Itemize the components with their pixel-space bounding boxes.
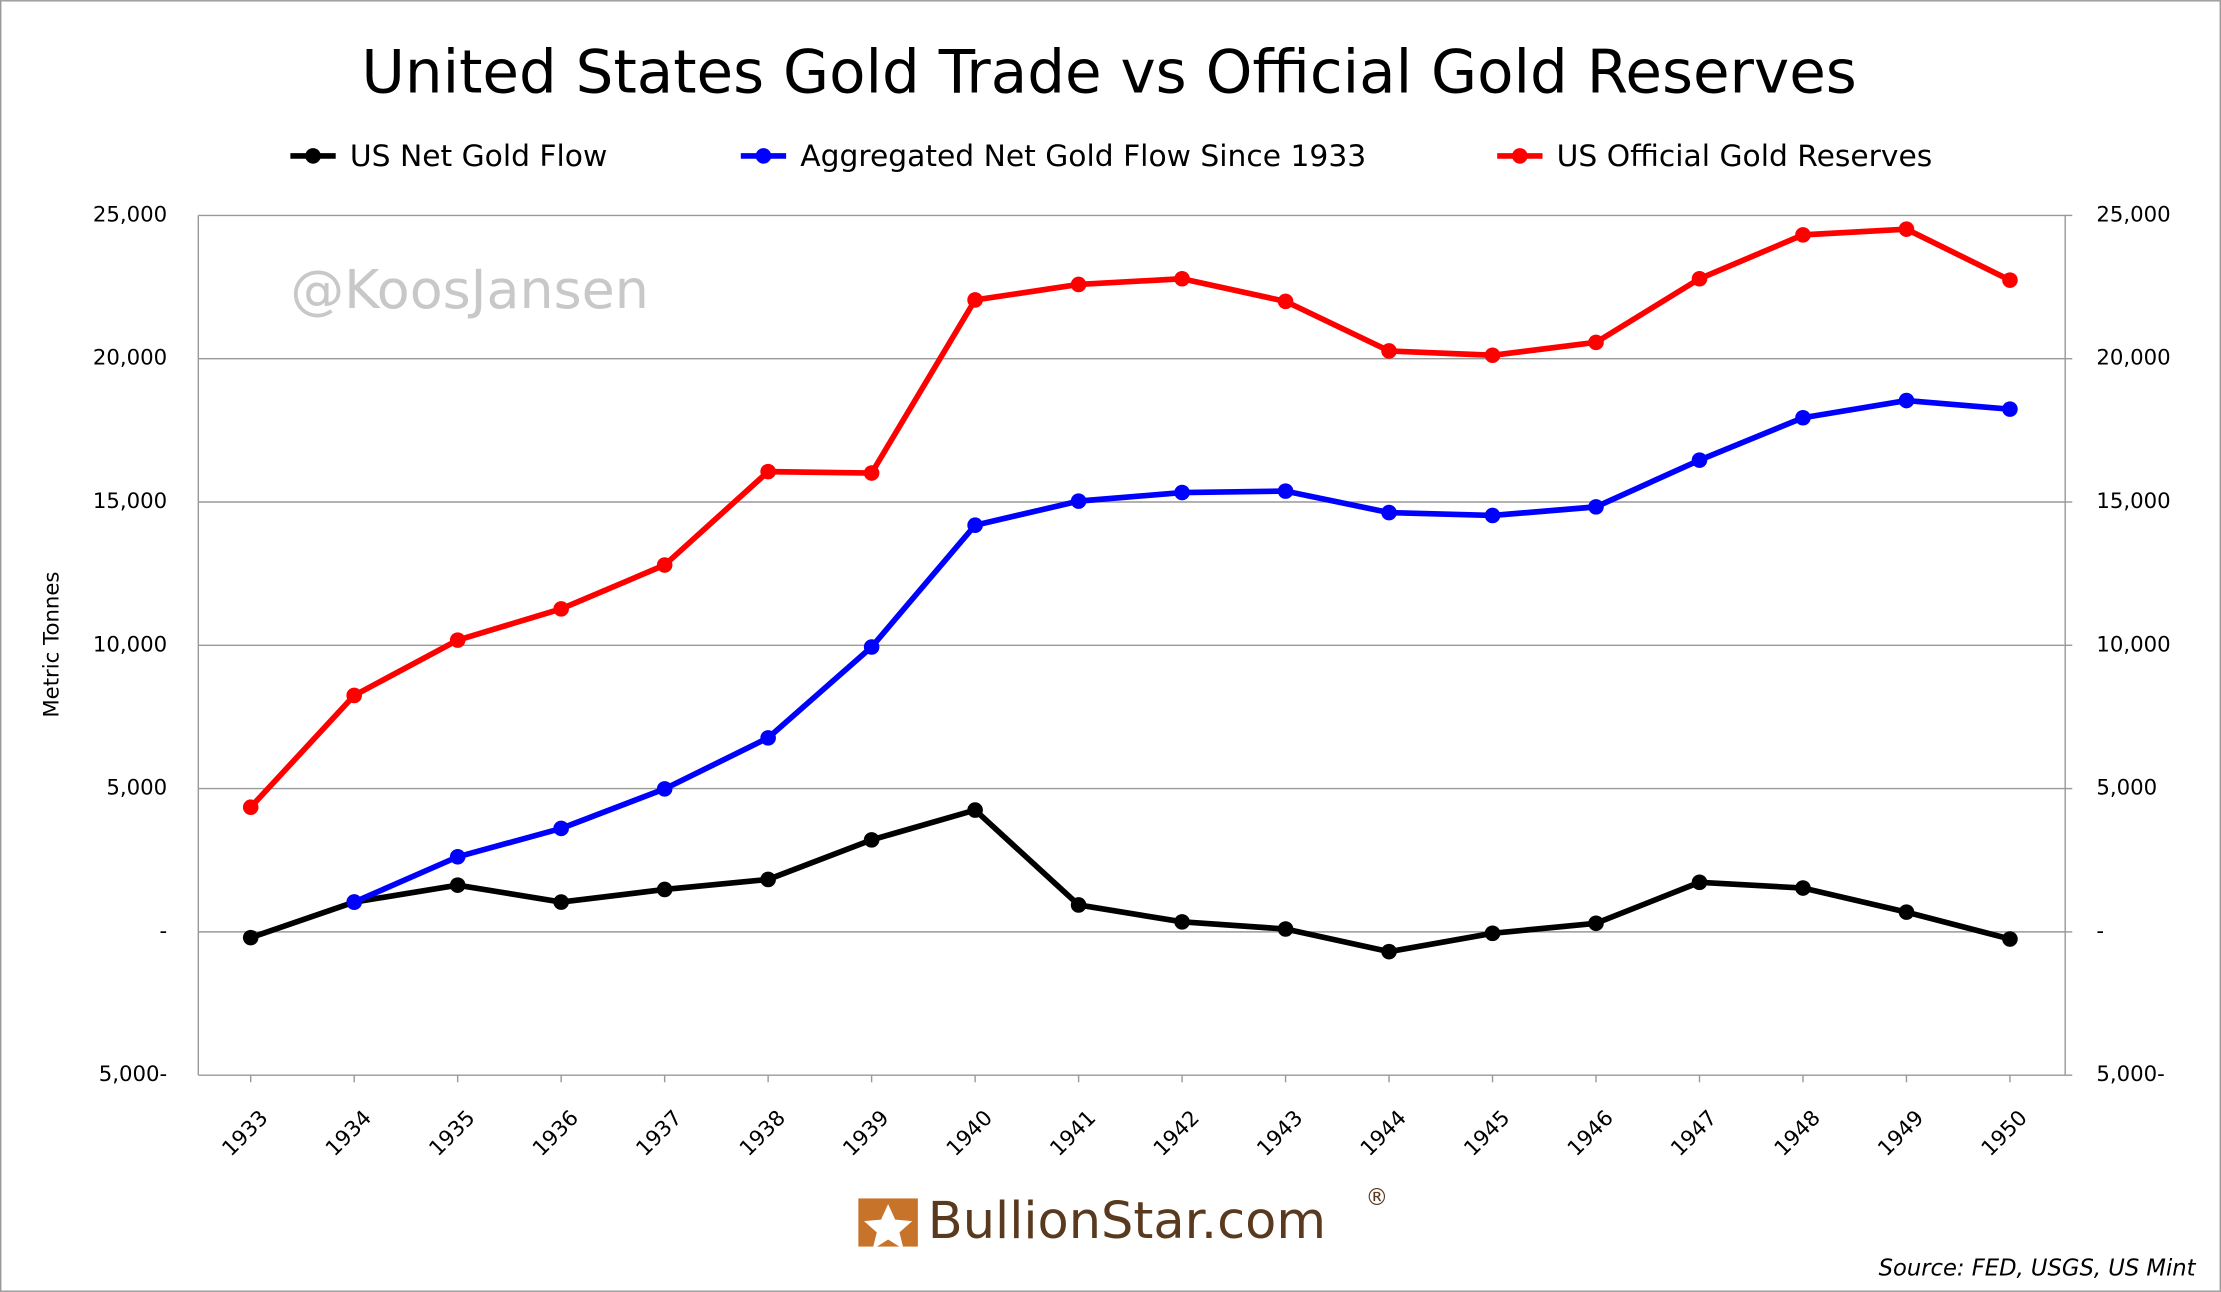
source: Source: FED, USGS, US Mint	[1879, 1256, 2197, 1282]
logo-star	[864, 1204, 913, 1250]
series-line	[248, 226, 2012, 810]
point	[1898, 221, 1915, 237]
y-tick-label: 15,000	[93, 489, 167, 514]
point	[1381, 943, 1397, 960]
point	[967, 802, 983, 818]
point	[1174, 270, 1190, 287]
y-axis-label: Metric Tonnes	[39, 571, 64, 717]
point	[242, 799, 259, 816]
legend-label: Aggregated Net Gold Flow Since 1933	[800, 139, 1366, 174]
point	[346, 687, 362, 704]
legend-label: US Net Gold Flow	[350, 139, 607, 174]
point	[1898, 392, 1915, 409]
y-tick-label: 5,000-	[99, 1062, 167, 1087]
point	[1174, 914, 1190, 930]
point	[1070, 276, 1087, 293]
y-tick-label: 10,000	[93, 632, 167, 657]
point	[2002, 931, 2018, 947]
point	[449, 849, 466, 865]
legend-marker	[755, 148, 772, 164]
y-tick-label: 20,000	[93, 346, 167, 371]
point	[1070, 897, 1087, 913]
point	[449, 877, 466, 893]
point	[1691, 452, 1708, 468]
y2-tick-label: 15,000	[2096, 489, 2170, 514]
point	[1277, 483, 1294, 499]
point	[1277, 293, 1294, 310]
logo-text: BullionStar.com	[928, 1192, 1326, 1251]
y-tick-label: -	[159, 919, 167, 944]
point	[1691, 874, 1708, 891]
point	[863, 465, 880, 481]
point	[967, 292, 983, 308]
series-line	[249, 807, 2011, 955]
y2-tick-label: -	[2096, 919, 2104, 944]
point	[2002, 272, 2018, 288]
y-tick-label: 5,000	[106, 776, 167, 801]
y2-tick-label: 5,000-	[2096, 1062, 2164, 1087]
point	[553, 820, 569, 837]
point	[967, 517, 983, 533]
y2-tick-label: 10,000	[2096, 632, 2170, 657]
legend-label: US Official Gold Reserves	[1557, 139, 1933, 174]
point	[760, 871, 776, 888]
point	[1381, 504, 1397, 521]
point	[1381, 343, 1397, 359]
point	[2002, 401, 2018, 417]
point	[242, 929, 259, 946]
point	[1484, 347, 1501, 364]
point	[449, 632, 466, 648]
y-tick-label: 25,000	[93, 202, 167, 227]
logo-registered: ®	[1365, 1185, 1388, 1211]
point	[863, 639, 880, 655]
point	[1588, 915, 1604, 932]
point	[656, 881, 673, 898]
point	[553, 894, 569, 910]
y2-tick-label: 20,000	[2096, 346, 2170, 371]
point	[1898, 904, 1915, 920]
point	[346, 894, 362, 910]
point	[1795, 409, 1811, 426]
point	[1795, 880, 1811, 896]
point	[1277, 921, 1294, 937]
point	[656, 557, 673, 573]
point	[1484, 507, 1501, 524]
point	[760, 730, 776, 746]
legend-marker	[1512, 148, 1528, 164]
chart-title: United States Gold Trade vs Official Gol…	[361, 39, 1856, 108]
point	[1174, 484, 1190, 501]
point	[1070, 493, 1087, 509]
y2-tick-label: 5,000	[2096, 776, 2157, 801]
watermark: @KoosJansen	[290, 258, 649, 321]
point	[656, 781, 673, 797]
y2-tick-label: 25,000	[2096, 202, 2170, 227]
point	[863, 832, 880, 848]
point	[553, 601, 569, 617]
point	[760, 463, 776, 480]
point	[1484, 925, 1501, 942]
point	[1588, 334, 1604, 351]
legend-marker	[305, 148, 321, 164]
point	[1795, 227, 1811, 243]
point	[1588, 499, 1604, 515]
point	[1691, 270, 1708, 287]
